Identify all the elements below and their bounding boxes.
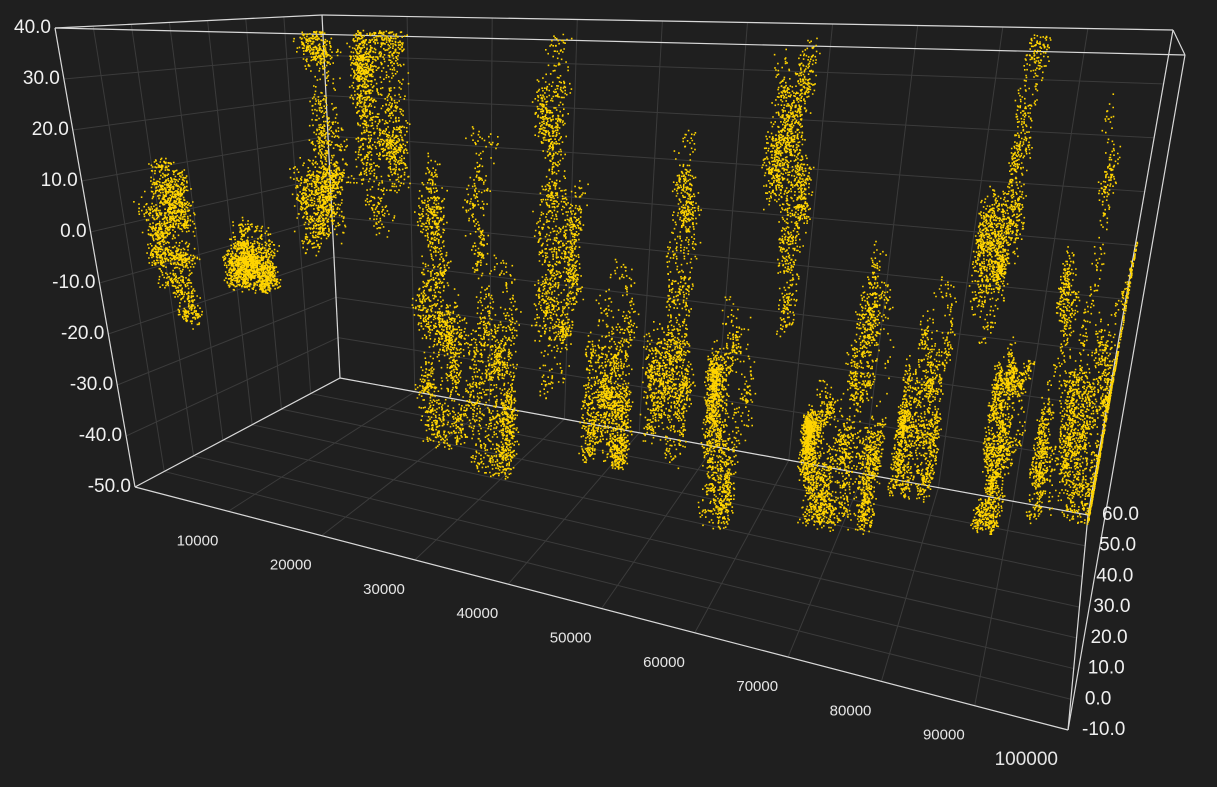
- grid-line-left-y: [125, 337, 339, 437]
- grid-line-back-y: [323, 54, 1164, 85]
- y-axis-ticks: -50.0 -40.0 -30.0 -20.0 -10.0 0.0 10.0 20.0 30.0…: [14, 17, 131, 497]
- y-tick-label: -20.0: [61, 323, 104, 344]
- box-edge: [134, 486, 1069, 731]
- y-tick-label: -40.0: [79, 425, 122, 446]
- x-tick-label: 80000: [830, 702, 872, 719]
- grid-line-floor-x: [321, 405, 490, 536]
- grid-line-floor-z: [222, 439, 1077, 639]
- y-tick-label: 30.0: [23, 68, 60, 89]
- box-edge: [1067, 514, 1089, 731]
- grid-line-back-y: [329, 175, 1136, 247]
- box-edge: [134, 377, 341, 488]
- grid-lines: [54, 14, 1174, 731]
- z-tick-label: 10.0: [1088, 658, 1125, 679]
- z-tick-label: 20.0: [1091, 627, 1128, 648]
- z-tick-label: -10.0: [1082, 719, 1125, 740]
- grid-line-floor-x: [787, 473, 865, 658]
- grid-line-floor-z: [193, 455, 1074, 670]
- x-tick-label: 70000: [736, 678, 778, 695]
- grid-line-floor-z: [252, 424, 1080, 608]
- box-edge: [1067, 54, 1186, 731]
- grid-line-back-y: [337, 337, 1098, 462]
- x-tick-label: 10000: [177, 532, 219, 549]
- grid-line-back-y: [331, 216, 1126, 300]
- grid-line-left-z: [92, 26, 165, 472]
- grid-line-back-x: [1012, 28, 1089, 502]
- grid-line-left-y: [99, 216, 333, 284]
- x-tick-label: 20000: [270, 557, 312, 574]
- grid-line-floor-z: [281, 408, 1083, 577]
- x-tick-label: 60000: [643, 654, 685, 671]
- grid-line-back-y: [335, 296, 1107, 408]
- y-tick-label: 40.0: [14, 17, 51, 38]
- z-tick-label: 40.0: [1096, 565, 1133, 586]
- z-axis-ticks: -10.0 0.0 10.0 20.0 30.0 40.0 50.0 60.0: [1082, 504, 1139, 740]
- grid-line-left-y: [90, 175, 331, 233]
- grid-line-floor-x: [974, 501, 1014, 706]
- box-edge: [321, 14, 1174, 31]
- z-tick-label: 60.0: [1102, 504, 1139, 525]
- grid-line-back-y: [333, 256, 1117, 354]
- box-edge: [339, 377, 1089, 516]
- box-edge: [54, 27, 1186, 56]
- grid-line-back-x: [863, 25, 919, 474]
- grid-line-back-x: [489, 17, 493, 406]
- grid-line-left-y: [117, 296, 337, 386]
- grid-line-back-y: [325, 95, 1155, 139]
- box-edge: [1172, 29, 1186, 56]
- bounding-box: [54, 14, 1186, 731]
- z-tick-label: 50.0: [1099, 535, 1136, 556]
- grid-line-back-x: [638, 20, 663, 433]
- grid-line-floor-z: [164, 470, 1071, 700]
- z-tick-label: 30.0: [1093, 596, 1130, 617]
- z-tick-label: 0.0: [1085, 688, 1111, 709]
- x-tick-label: 40000: [456, 605, 498, 622]
- grid-line-left-z: [207, 20, 253, 425]
- x-tick-label: 50000: [550, 629, 592, 646]
- grid-line-left-y: [81, 135, 329, 182]
- grid-line-back-x: [406, 16, 416, 392]
- grid-line-left-z: [245, 18, 282, 410]
- grid-line-left-y: [63, 54, 325, 80]
- grid-line-back-x: [713, 22, 748, 447]
- grid-line-back-y: [327, 135, 1145, 193]
- grid-line-floor-x: [601, 446, 715, 609]
- box-edge: [54, 27, 136, 488]
- y-tick-label: 20.0: [32, 119, 69, 140]
- data-points: [133, 29, 1139, 536]
- x-tick-label: 30000: [363, 581, 405, 598]
- x-tick-label: 100000: [995, 749, 1058, 770]
- y-tick-label: -10.0: [52, 272, 95, 293]
- y-tick-label: -50.0: [88, 476, 131, 497]
- grid-line-floor-x: [880, 487, 939, 682]
- box-edge: [54, 14, 323, 29]
- grid-line-left-y: [72, 95, 327, 131]
- grid-line-floor-x: [228, 391, 416, 512]
- y-tick-label: 10.0: [41, 170, 78, 191]
- grid-line-back-x: [788, 23, 834, 461]
- grid-line-back-x: [937, 26, 1004, 488]
- grid-line-left-y: [108, 256, 335, 335]
- scatter-points: [133, 29, 1139, 536]
- grid-line-floor-x: [507, 432, 640, 585]
- x-axis-ticks: 10000 20000 30000 40000 50000 60000 70000 80000…: [177, 532, 1058, 770]
- y-tick-label: -30.0: [70, 374, 113, 395]
- y-tick-label: 0.0: [60, 221, 86, 242]
- grid-line-left-z: [168, 22, 224, 441]
- grid-line-floor-x: [694, 459, 790, 634]
- grid-line-floor-x: [414, 418, 565, 561]
- x-tick-label: 90000: [923, 727, 965, 744]
- grid-line-left-z: [283, 16, 312, 394]
